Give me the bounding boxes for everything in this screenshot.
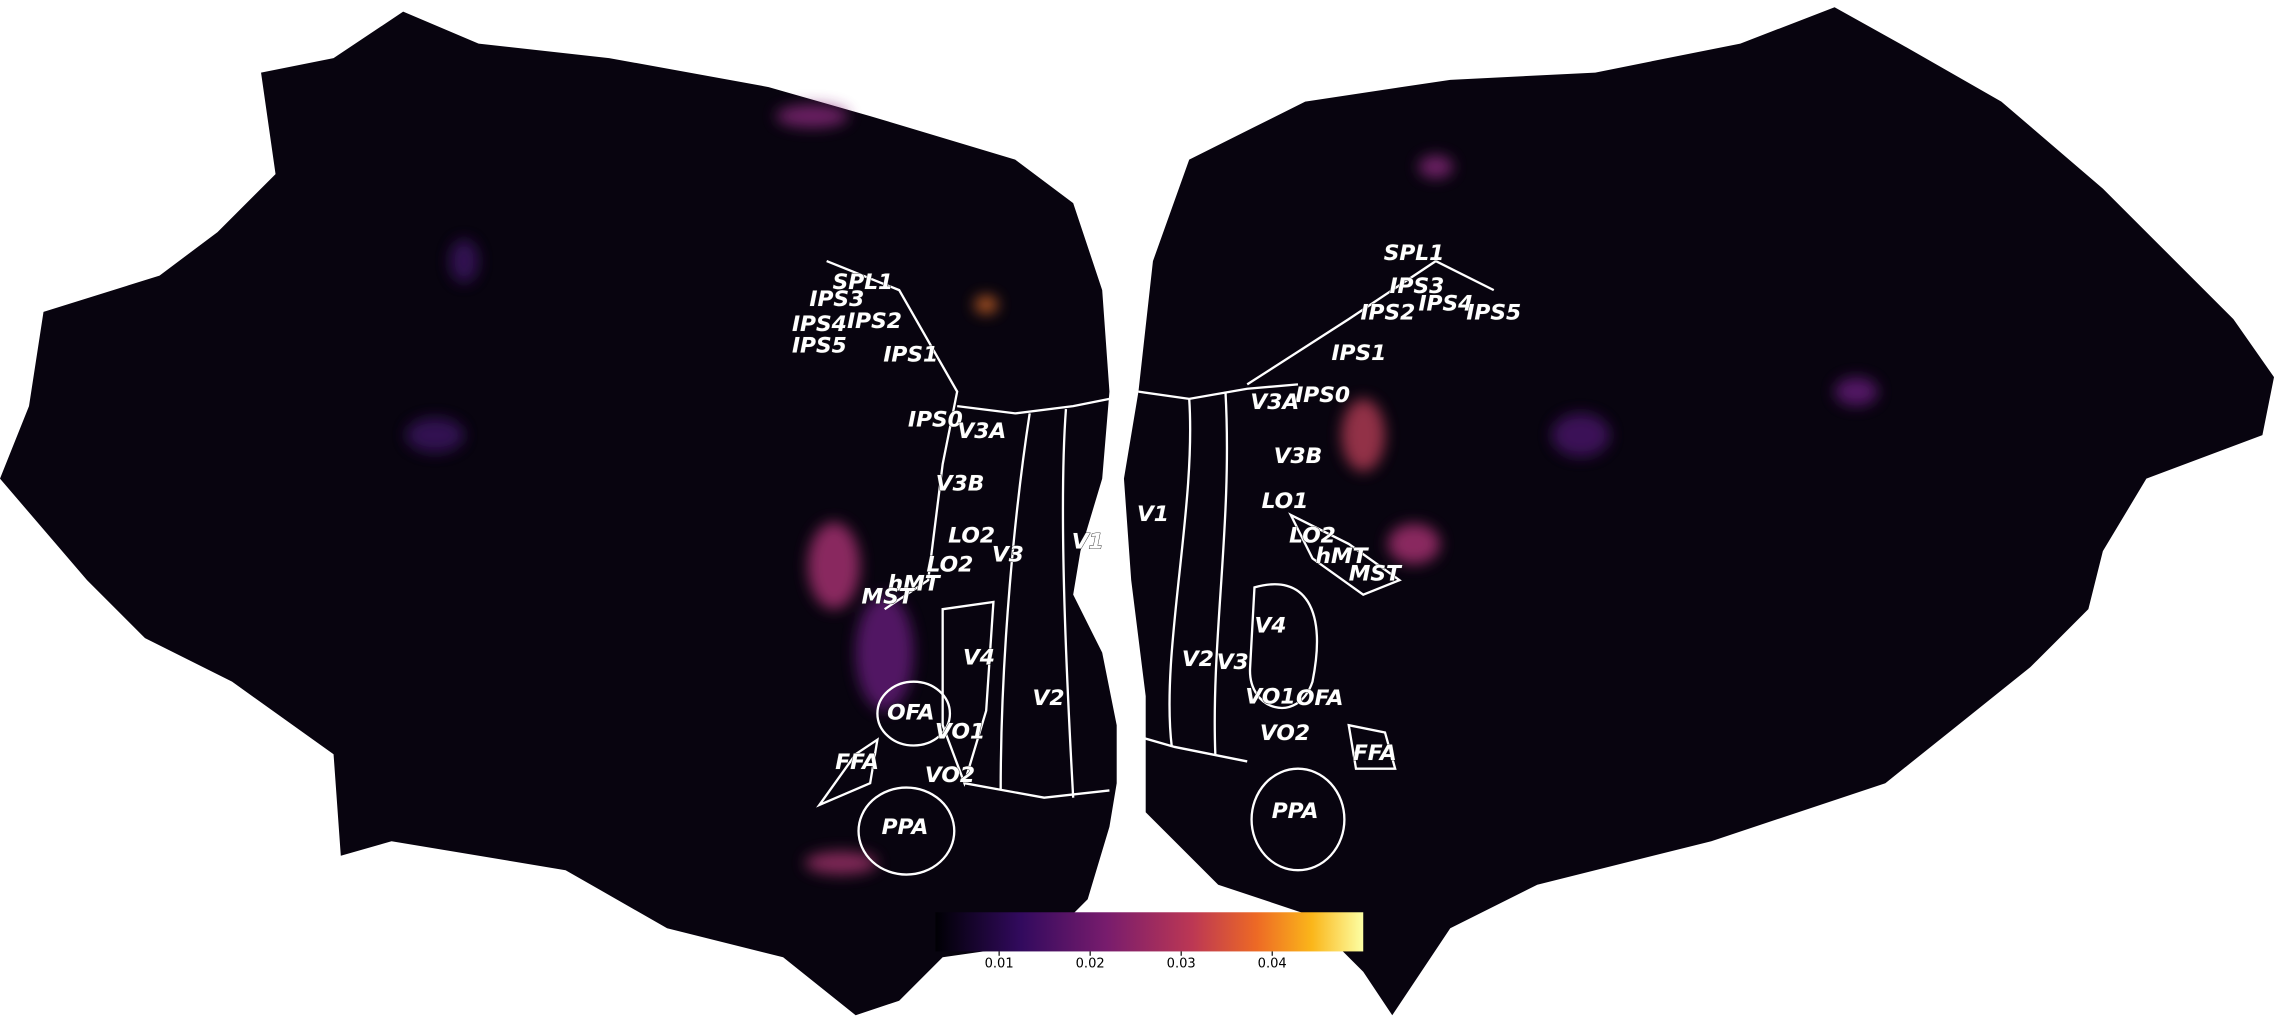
roi-outlines: [816, 259, 1495, 876]
roi-label: IPS3: [1389, 274, 1444, 299]
roi-label: SPL1: [1384, 241, 1445, 266]
roi-label: PPA: [882, 815, 929, 840]
roi-label: MST: [861, 585, 915, 610]
roi-label: SPL1: [833, 270, 894, 295]
right-hemisphere: [1123, 7, 2274, 1016]
roi-label: hMT: [1316, 544, 1370, 569]
roi-label: IPS5: [1466, 300, 1521, 325]
roi-label: IPS2: [847, 309, 902, 334]
roi-label: IPS5: [792, 334, 847, 359]
roi-label: IPS2: [1360, 300, 1415, 325]
roi-label: IPS1: [1331, 341, 1386, 366]
roi-label: hMT: [888, 572, 942, 597]
roi-label: FFA: [1353, 741, 1397, 766]
roi-label: IPS4: [792, 312, 847, 337]
roi-label: V4: [1254, 614, 1286, 639]
roi-label: V1: [1072, 529, 1104, 554]
roi-label: VO1: [1245, 685, 1295, 710]
roi-label: V2: [1182, 647, 1214, 672]
roi-label: V1: [1137, 502, 1169, 527]
roi-label: LO2: [1289, 524, 1336, 549]
roi-label: V3: [992, 543, 1024, 568]
roi-label: V2: [1033, 686, 1065, 711]
roi-label: V3A: [1250, 390, 1299, 415]
roi-label: V3B: [936, 471, 985, 496]
roi-label: IPS0: [908, 408, 963, 433]
roi-label: PPA: [1272, 799, 1319, 824]
roi-label: LO2: [948, 524, 995, 549]
roi-label: V3B: [1274, 444, 1323, 469]
roi-label: MST: [1349, 561, 1403, 586]
left-hemisphere: [0, 11, 1117, 1016]
colorbar-tick-label: 0.01: [985, 956, 1014, 971]
roi-label: V3: [1217, 650, 1249, 675]
roi-label: LO2: [927, 553, 974, 578]
roi-label: OFA: [887, 701, 934, 726]
roi-label: VO2: [925, 763, 975, 788]
roi-label: OFA: [1296, 686, 1343, 711]
roi-label: IPS4: [1418, 292, 1473, 317]
colorbar-tick-label: 0.02: [1076, 956, 1105, 971]
roi-label: LO1: [1262, 489, 1309, 514]
roi-label: FFA: [835, 750, 879, 775]
roi-label: VO1: [935, 719, 985, 744]
colorbar: [935, 912, 1364, 952]
roi-label: IPS0: [1295, 383, 1350, 408]
activation: [406, 104, 1879, 875]
colorbar-tick-label: 0.03: [1167, 956, 1196, 971]
roi-label: V3A: [957, 419, 1006, 444]
roi-label: V4: [963, 645, 995, 670]
colorbar-tick-label: 0.04: [1258, 956, 1287, 971]
roi-label: IPS1: [883, 342, 938, 367]
roi-label: IPS3: [809, 287, 864, 312]
roi-label: VO2: [1260, 721, 1310, 746]
